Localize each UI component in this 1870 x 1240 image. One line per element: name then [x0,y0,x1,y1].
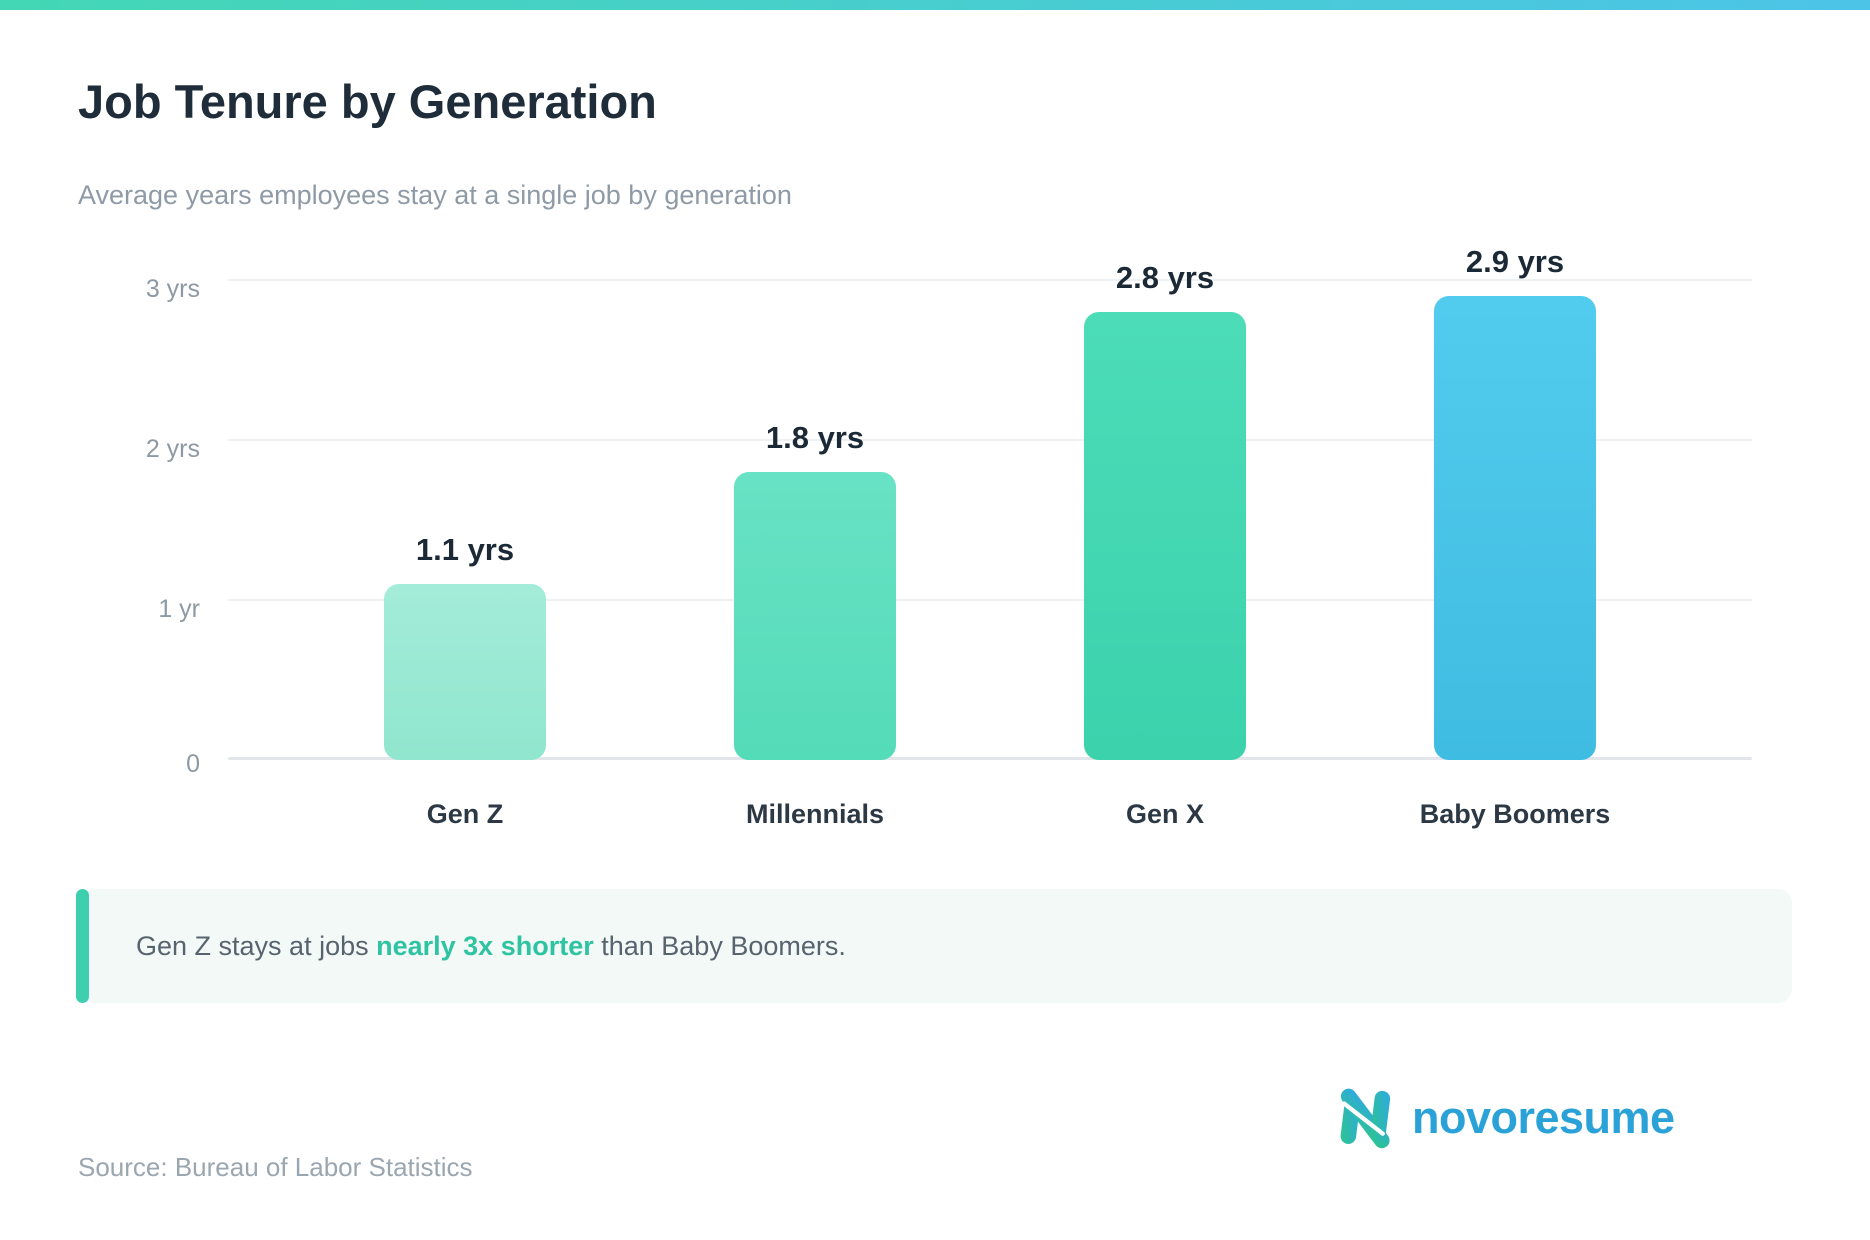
callout-accent-bar [76,889,89,1003]
bar-group-gen-x: 2.8 yrs Gen X [1084,260,1246,829]
x-axis-label-gen-z: Gen Z [426,799,504,829]
top-accent-bar [0,0,1870,10]
bar-group-gen-z: 1.1 yrs Gen Z [384,532,546,829]
x-axis-label-baby-boomers: Baby Boomers [1419,799,1611,829]
gridline-1yr [228,599,1752,601]
bar-value-label: 1.1 yrs [415,532,515,567]
x-axis-label-gen-x: Gen X [1125,799,1205,829]
bar-gen-z [384,584,546,760]
bar-group-baby-boomers: 2.9 yrs Baby Boomers [1420,244,1611,829]
bar-group-millennials: 1.8 yrs Millennials [734,420,896,829]
bar-baby-boomers [1434,296,1596,760]
source-attribution: Source: Bureau of Labor Statistics [78,1152,473,1182]
bar-value-label: 1.8 yrs [765,420,865,455]
bar-millennials [734,472,896,760]
bar-value-label: 2.9 yrs [1465,244,1565,279]
bar-value-label: 2.8 yrs [1115,260,1215,295]
y-axis-tick-1yr: 1 yr [158,595,200,623]
callout-text: Gen Z stays at jobs nearly 3x shorter th… [136,889,846,1003]
page-subtitle: Average years employees stay at a single… [78,180,792,210]
bar-gen-x [1084,312,1246,760]
insight-callout [80,889,1792,1003]
x-axis-label-millennials: Millennials [745,799,885,829]
highlight-text: nearly 3x shorter [376,930,594,961]
gridline-3yrs [228,279,1752,281]
brand-wordmark: novoresume [1412,1092,1675,1143]
novoresume-logomark-icon [1334,1086,1396,1150]
callout-prefix: Gen Z stays at jobs [136,930,377,961]
gridline-2yrs [228,439,1752,441]
x-axis-baseline [228,757,1752,760]
y-axis-tick-2yrs: 2 yrs [145,435,200,463]
page-title: Job Tenure by Generation [78,75,657,128]
y-axis-tick-3yrs: 3 yrs [145,275,200,303]
y-axis-tick-0: 0 [186,750,200,778]
callout-suffix: than Baby Boomers. [593,930,846,961]
brand-logo: novoresume [1334,1086,1675,1150]
